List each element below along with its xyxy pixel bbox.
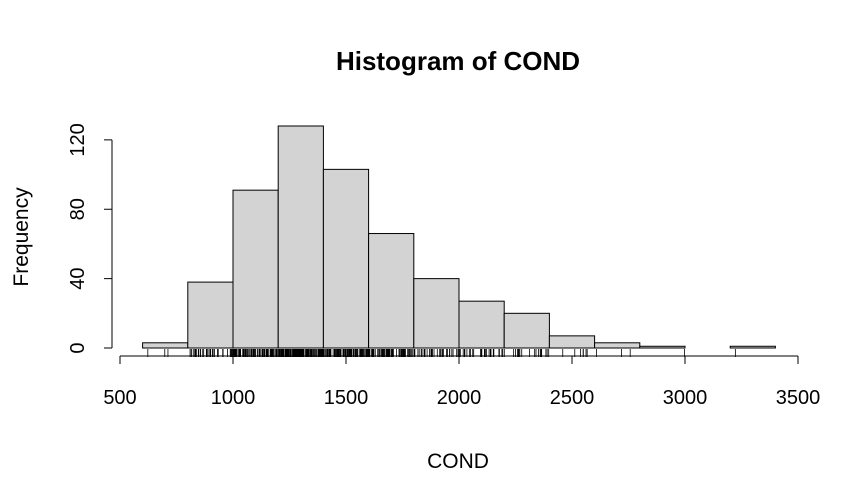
histogram-bar-10 <box>594 342 641 349</box>
x-tick-label: 2500 <box>550 387 595 409</box>
histogram-bar-3 <box>277 125 324 349</box>
histogram-bar-4 <box>322 168 370 349</box>
histogram-bar-5 <box>368 233 415 349</box>
y-tick-label: 120 <box>67 123 89 156</box>
y-axis-label: Frequency <box>10 187 33 287</box>
histogram-bar-1 <box>187 281 234 349</box>
x-tick-label: 3000 <box>663 387 708 409</box>
histogram-bar-6 <box>413 278 460 349</box>
x-tick-label: 1000 <box>211 387 256 409</box>
histogram-bar-13 <box>729 345 776 349</box>
x-tick-label: 3500 <box>776 387 821 409</box>
x-tick-label: 500 <box>103 387 136 409</box>
histogram-bar-0 <box>142 342 189 349</box>
y-tick-label: 0 <box>67 342 89 353</box>
y-tick-label: 80 <box>67 198 89 220</box>
histogram-bar-11 <box>639 345 686 349</box>
y-axis: 0 40 80 120 <box>67 123 113 354</box>
bars-group <box>142 125 776 349</box>
x-axis: 500 1000 1500 2000 2500 3000 3500 <box>103 355 821 409</box>
chart-title: Histogram of COND <box>336 46 580 76</box>
x-tick-label: 1500 <box>324 387 369 409</box>
histogram-bar-8 <box>503 312 550 349</box>
histogram-bar-7 <box>458 300 505 349</box>
histogram-bar-9 <box>548 335 596 349</box>
x-tick-label: 2000 <box>437 387 482 409</box>
y-tick-label: 40 <box>67 268 89 290</box>
histogram-bar-2 <box>232 189 279 349</box>
x-axis-label: COND <box>427 450 489 473</box>
